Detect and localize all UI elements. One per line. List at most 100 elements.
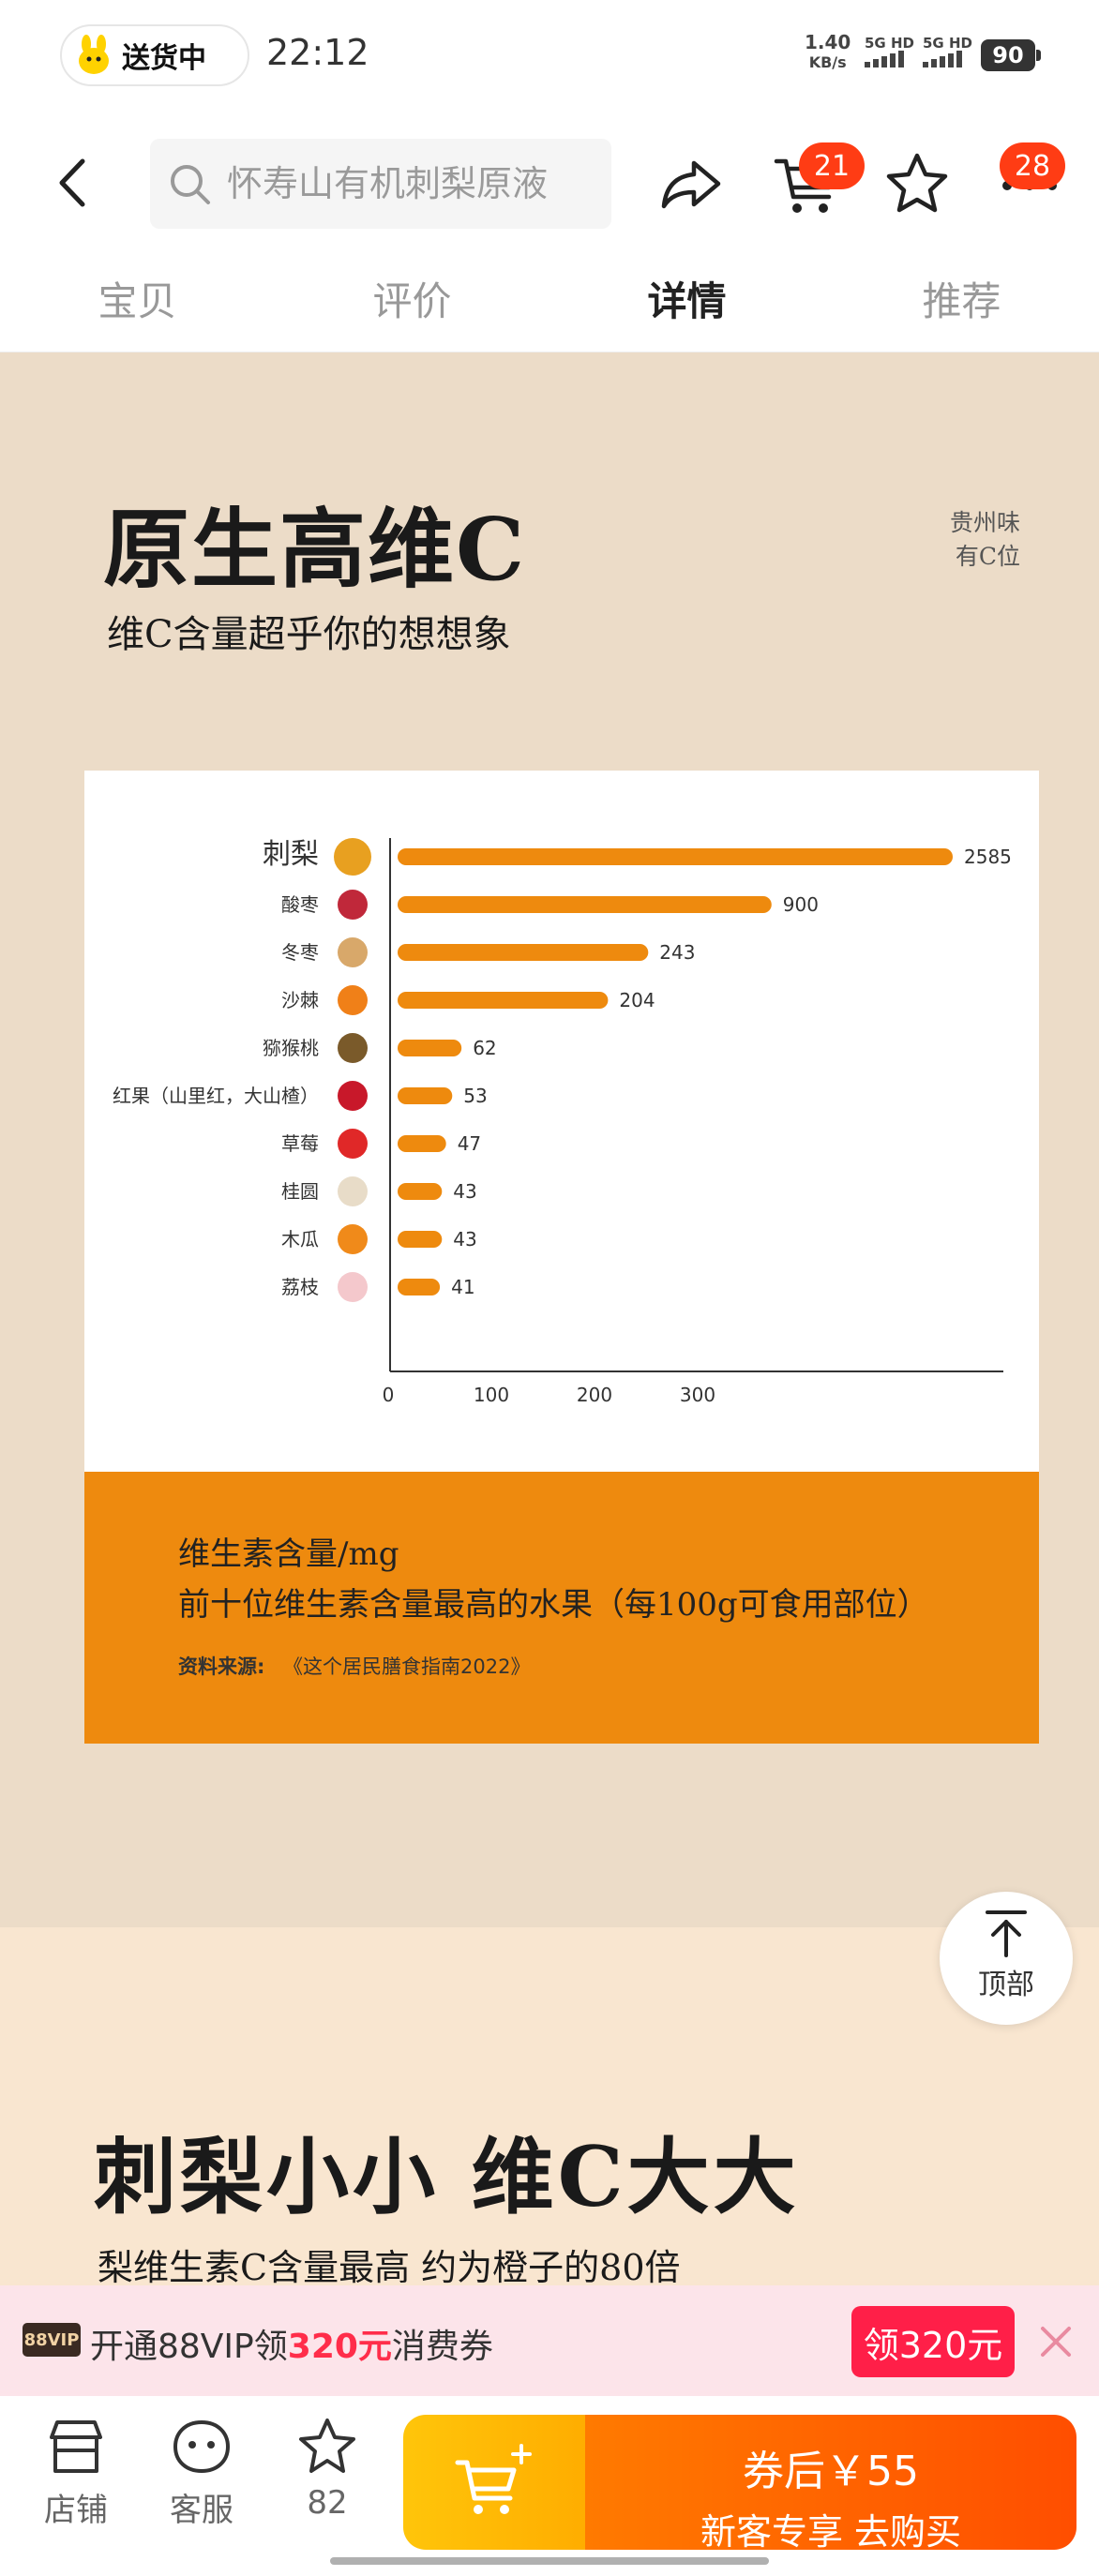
signal-bars-icon	[865, 51, 904, 67]
signal-2-label: 5G HD	[923, 35, 972, 52]
close-icon[interactable]	[1035, 2321, 1076, 2362]
signal-bars-icon	[923, 51, 962, 67]
favorite-button[interactable]: 82	[276, 2417, 379, 2522]
fruit-icon	[338, 890, 368, 920]
vip-promo-banner[interactable]: 88VIP 开通88VIP领320元消费券 领320元	[0, 2285, 1099, 2396]
cart-count-badge: 21	[799, 142, 865, 189]
share-icon[interactable]	[656, 148, 728, 219]
tab-reviews[interactable]: 评价	[372, 278, 452, 324]
section-subtitle-2: 梨维生素C含量最高 约为橙子的80倍	[98, 2247, 681, 2288]
bar-value-label: 53	[463, 1085, 487, 1107]
search-bar[interactable]	[150, 139, 611, 229]
back-arrow-icon[interactable]	[45, 152, 101, 214]
signal-indicator-1: 5G HD	[865, 36, 914, 70]
chat-face-icon	[173, 2419, 231, 2474]
price-after-coupon: 券后￥55	[743, 2448, 919, 2495]
star-icon	[299, 2419, 355, 2473]
fruit-icon	[338, 1224, 368, 1254]
tab-details[interactable]: 详情	[647, 278, 727, 324]
net-speed: 1.40 KB/s	[805, 32, 851, 73]
customer-service-button[interactable]: 客服	[150, 2417, 253, 2530]
tab-item[interactable]: 宝贝	[98, 278, 177, 324]
fruit-icon	[338, 937, 368, 967]
section-subtitle: 维C含量超乎你的想想象	[107, 613, 511, 656]
seal-text: 贵州味 有C位	[934, 506, 1020, 574]
bar-value-label: 47	[458, 1132, 481, 1155]
bar	[398, 848, 953, 865]
fruit-icon	[338, 1129, 368, 1159]
category-label: 红果（山里红，大山楂）	[113, 1085, 319, 1107]
bar	[398, 944, 649, 961]
message-count-badge: 28	[1000, 142, 1065, 189]
chart-caption-panel: 维生素含量/mg 前十位维生素含量最高的水果（每100g可食用部位） 资料来源:…	[84, 1472, 1039, 1744]
claim-coupon-button[interactable]: 领320元	[851, 2306, 1015, 2377]
bar	[398, 992, 609, 1009]
vip-text-suffix: 消费券	[391, 2328, 493, 2366]
category-label: 沙棘	[281, 989, 319, 1011]
star-icon[interactable]	[881, 148, 953, 219]
add-to-cart-button[interactable]	[403, 2415, 585, 2550]
bar	[398, 1040, 462, 1056]
fruit-icon	[334, 838, 371, 876]
signal-indicator-2: 5G HD	[923, 36, 972, 70]
bar-value-label: 243	[659, 941, 695, 964]
shop-icon	[50, 2420, 102, 2473]
source-text: 《这个居民膳食指南2022》	[283, 1655, 531, 1678]
purchase-button[interactable]: 券后￥55 新客专享 去购买	[585, 2415, 1076, 2550]
x-tick-label: 300	[680, 1384, 715, 1406]
chart-unit-label: 维生素含量/mg	[178, 1535, 399, 1573]
bar-value-label: 204	[619, 989, 655, 1011]
category-label: 猕猴桃	[263, 1037, 319, 1059]
vip-badge: 88VIP	[23, 2323, 81, 2357]
detail-tabs: 宝贝 评价 详情 推荐	[0, 251, 1099, 352]
tab-recommend[interactable]: 推荐	[922, 278, 1001, 324]
seal-line-1: 贵州味	[949, 509, 1020, 536]
fruit-icon	[338, 1081, 368, 1111]
bottom-action-bar: 店铺 客服 82 券后￥55 新客专享 去购买	[0, 2396, 1099, 2576]
fruit-icon	[338, 985, 368, 1015]
signal-1-label: 5G HD	[865, 35, 914, 52]
section-title: 原生高维C	[103, 499, 527, 600]
purchase-cta: 新客专享 去购买	[700, 2511, 962, 2550]
chart-description: 前十位维生素含量最高的水果（每100g可食用部位）	[178, 1586, 929, 1624]
buy-now-button[interactable]: 券后￥55 新客专享 去购买	[403, 2415, 1076, 2550]
category-label: 刺梨	[263, 838, 319, 871]
bar	[398, 1183, 443, 1200]
search-input[interactable]	[227, 163, 583, 204]
shop-button[interactable]: 店铺	[24, 2417, 128, 2530]
net-speed-unit: KB/s	[808, 53, 847, 71]
section-title-2: 刺梨小小 维C大大	[94, 2128, 800, 2225]
category-label: 荔枝	[281, 1276, 319, 1298]
bar	[398, 1135, 446, 1152]
bar	[398, 1279, 441, 1295]
category-label: 木瓜	[281, 1228, 319, 1251]
bar	[398, 896, 772, 913]
search-icon	[171, 165, 210, 204]
bar-value-label: 62	[473, 1037, 496, 1059]
top-nav: 21 28	[0, 122, 1099, 244]
category-label: 冬枣	[281, 941, 319, 964]
bar-chart: 2585 刺梨 900 酸枣 243 冬枣 204 沙棘 62 猕猴桃 53 红果（山里红，大山楂） 4…	[113, 838, 1012, 1406]
arrow-up-icon	[986, 1910, 1027, 1957]
favorites-count: 82	[307, 2484, 348, 2522]
bar	[398, 1231, 443, 1248]
source-label: 资料来源:	[178, 1655, 265, 1678]
category-label: 草莓	[281, 1132, 319, 1155]
delivery-status-pill[interactable]: 送货中	[60, 24, 249, 86]
seal-line-2: 有C位	[955, 543, 1020, 570]
bar-value-label: 2585	[964, 846, 1012, 868]
fruit-icon	[338, 1272, 368, 1302]
bar	[398, 1087, 453, 1104]
vitamin-c-chart: 2585 刺梨 900 酸枣 243 冬枣 204 沙棘 62 猕猴桃 53 红果（山里红，大山楂） 4…	[84, 771, 1039, 1474]
category-label: 酸枣	[281, 893, 319, 916]
back-to-top-button[interactable]: 顶部	[940, 1892, 1073, 2025]
detail-section-small-fruit: 刺梨小小 维C大大 梨维生素C含量最高 约为橙子的80倍	[0, 1927, 1099, 2302]
battery-indicator: 90	[981, 39, 1041, 71]
bar-value-label: 41	[451, 1276, 474, 1298]
vip-text-prefix: 开通88VIP领	[90, 2328, 288, 2366]
net-speed-value: 1.40	[805, 31, 851, 53]
mascot-icon	[79, 35, 109, 74]
clock: 22:12	[266, 32, 369, 73]
customer-service-label: 客服	[170, 2492, 233, 2529]
fruit-icon	[338, 1033, 368, 1063]
